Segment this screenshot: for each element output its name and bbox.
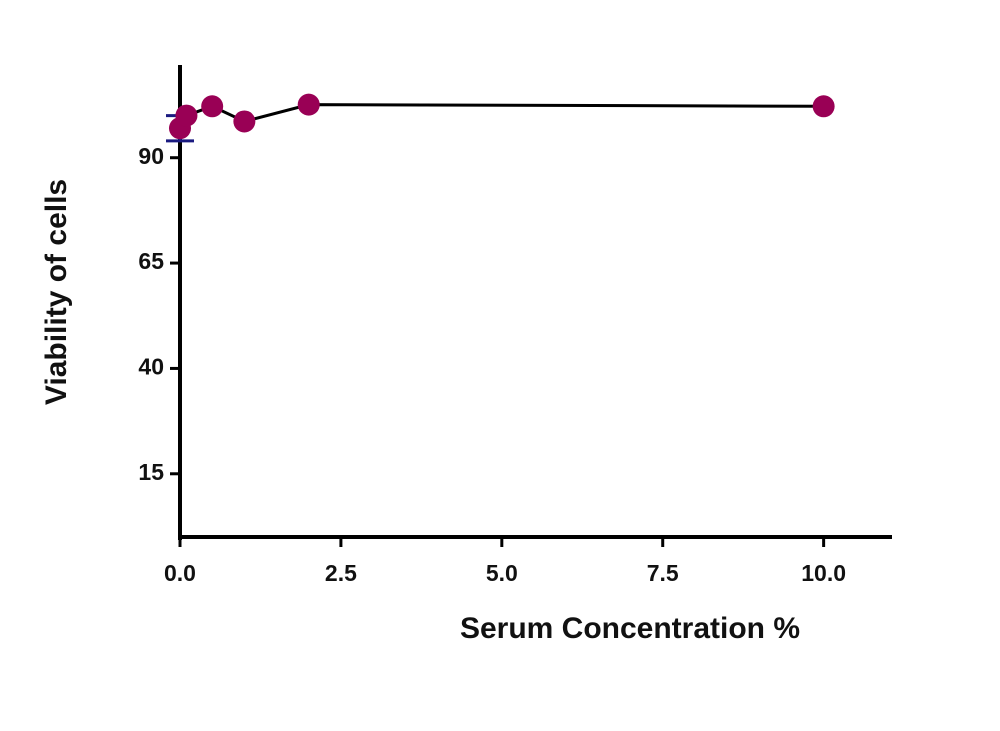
y-tick-label: 40 — [138, 354, 164, 380]
data-point — [175, 104, 198, 127]
data-point — [233, 110, 256, 133]
y-axis-label: Viability of cells — [40, 179, 73, 405]
data-point — [297, 93, 320, 116]
data-point — [812, 95, 835, 118]
x-tick-label: 10.0 — [801, 560, 846, 586]
x-axis-label: Serum Concentration % — [460, 612, 800, 645]
y-tick-label: 90 — [138, 143, 164, 169]
y-tick-label: 15 — [138, 459, 164, 485]
y-tick-label: 65 — [138, 248, 164, 274]
x-tick-label: 5.0 — [486, 560, 518, 586]
data-point — [201, 95, 224, 118]
x-tick-label: 2.5 — [325, 560, 357, 586]
x-tick-label: 0.0 — [164, 560, 196, 586]
series-line — [178, 103, 824, 129]
x-tick-label: 7.5 — [647, 560, 679, 586]
